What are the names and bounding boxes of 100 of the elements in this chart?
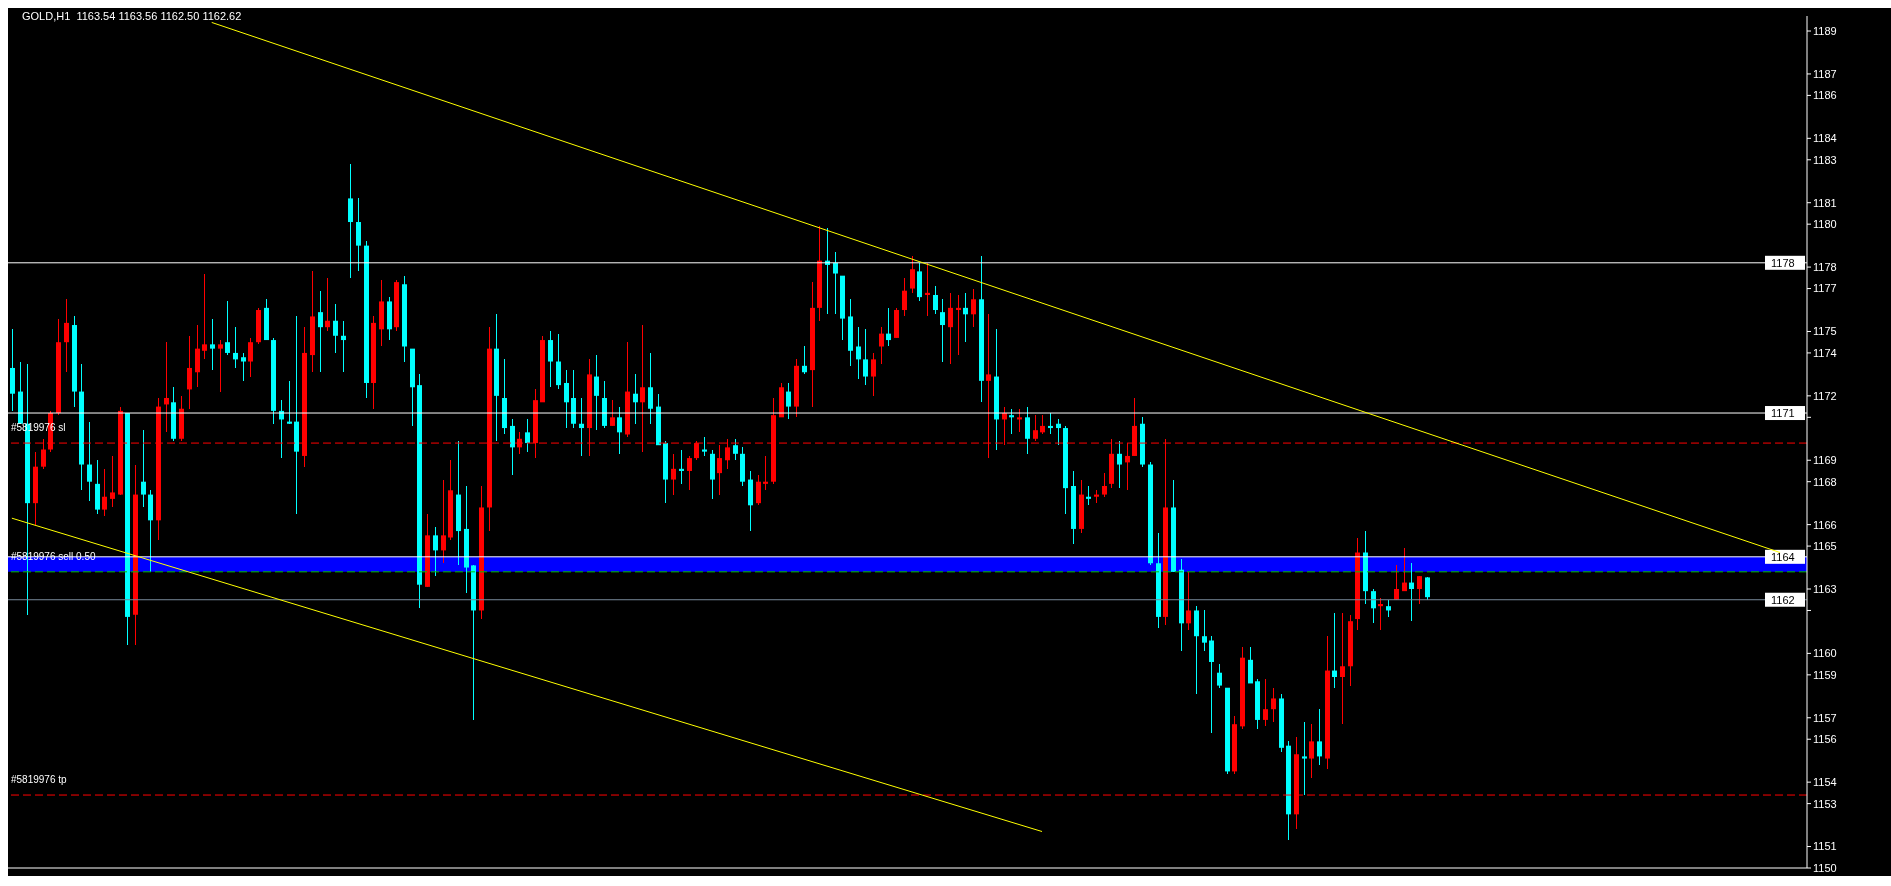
- candlestick: [579, 397, 584, 457]
- candlestick: [141, 429, 146, 509]
- y-tick-label: 1157: [1813, 711, 1837, 724]
- candlestick: [1009, 408, 1014, 436]
- candlestick: [1378, 596, 1383, 631]
- y-tick-label: 1153: [1813, 797, 1837, 810]
- y-tick-label: 1174: [1813, 346, 1837, 359]
- candlestick: [940, 298, 945, 363]
- candlestick: [1209, 635, 1214, 734]
- candlestick: [1409, 562, 1414, 622]
- candlestick: [433, 526, 438, 577]
- candlestick: [971, 287, 976, 328]
- candlestick: [1025, 405, 1030, 455]
- y-tick-label: 1186: [1813, 89, 1837, 102]
- candlestick: [886, 307, 891, 348]
- y-tick-label: 1184: [1813, 132, 1837, 145]
- candlestick: [594, 354, 599, 431]
- y-tick-label: 1178: [1813, 261, 1837, 273]
- candlestick: [1186, 571, 1191, 631]
- y-tick-label: 1165: [1813, 539, 1837, 552]
- y-tick-label: 1166: [1813, 518, 1837, 531]
- candlestick: [325, 277, 330, 333]
- y-tick-label: 1180: [1813, 218, 1837, 231]
- candlestick: [933, 285, 938, 316]
- candlestick: [948, 292, 953, 365]
- candlestick: [225, 300, 230, 356]
- candlestick: [956, 294, 961, 356]
- candlestick: [617, 405, 622, 455]
- candlestick: [687, 455, 692, 491]
- candlestick: [756, 474, 761, 507]
- candlestick: [218, 339, 223, 393]
- candlestick: [233, 326, 238, 369]
- candlestick: [510, 418, 515, 476]
- y-tick-label: 1169: [1813, 454, 1837, 467]
- candlestick: [441, 478, 446, 564]
- candlestick: [871, 352, 876, 397]
- candlestick: [64, 298, 69, 373]
- candlestick: [1394, 564, 1399, 601]
- y-tick-label: 1172: [1813, 389, 1837, 402]
- candlestick: [356, 197, 361, 273]
- candlestick: [1371, 588, 1376, 625]
- candlestick: [671, 453, 676, 496]
- candlestick: [802, 345, 807, 376]
- candlestick: [733, 438, 738, 461]
- candlestick: [1302, 721, 1307, 796]
- y-tick-label: 1187: [1813, 67, 1837, 80]
- candlestick: [925, 262, 930, 318]
- candlestick: [1040, 414, 1045, 436]
- candlestick: [1017, 408, 1022, 434]
- candlestick: [1402, 547, 1407, 592]
- candlestick: [786, 382, 791, 421]
- candlestick: [318, 290, 323, 373]
- y-tick-label: 1175: [1813, 325, 1837, 338]
- candlestick: [1056, 418, 1061, 446]
- candlestick: [1086, 485, 1091, 507]
- y-tick-label: 1177: [1813, 282, 1837, 295]
- candlestick: [1102, 472, 1107, 498]
- candlestick: [525, 418, 530, 453]
- ref-line-label: 1171: [1771, 407, 1795, 420]
- candlestick: [1263, 678, 1268, 728]
- ref-line-label: 1178: [1771, 256, 1795, 269]
- candlestick: [548, 330, 553, 388]
- candlestick: [1309, 723, 1314, 779]
- candlestick: [1332, 611, 1337, 689]
- candlestick: [287, 380, 292, 425]
- candlestick: [1248, 646, 1253, 685]
- candlestick: [1340, 611, 1345, 725]
- candlestick: [87, 420, 92, 502]
- ref-line-label: 1162: [1771, 593, 1795, 606]
- candlestick: [348, 163, 353, 279]
- candlestick: [110, 455, 115, 509]
- candlestick: [556, 332, 561, 391]
- candlestick: [763, 455, 768, 491]
- candlestick: [241, 352, 246, 382]
- y-tick-label: 1160: [1813, 647, 1837, 660]
- candlestick: [1271, 687, 1276, 723]
- candlestick: [1317, 708, 1322, 766]
- candlestick: [187, 335, 192, 410]
- y-tick-label: 1181: [1813, 196, 1837, 209]
- chart-title: GOLD,H1 1163.54 1163.56 1162.50 1162.62: [22, 10, 242, 22]
- y-tick-label: 1154: [1813, 776, 1837, 789]
- y-tick-label: 1159: [1813, 668, 1837, 681]
- candlestick: [333, 302, 338, 354]
- y-tick-label: 1150: [1813, 861, 1837, 874]
- candlestick: [648, 352, 653, 425]
- candlestick: [210, 317, 215, 371]
- y-tick-label: 1151: [1813, 840, 1837, 853]
- candlestick: [702, 435, 707, 457]
- ref-line-label: #5819976 tp: [11, 774, 68, 786]
- candlestick: [1117, 440, 1122, 489]
- y-tick-label: 1183: [1813, 153, 1837, 166]
- y-tick-label: 1168: [1813, 475, 1837, 488]
- y-tick-label: 1156: [1813, 733, 1837, 746]
- candlestick: [102, 468, 107, 517]
- candlestick: [341, 320, 346, 373]
- candlestick: [202, 272, 207, 361]
- candlestick: [1417, 575, 1422, 605]
- ref-line-label: #5819976 sell 0.50: [11, 550, 96, 562]
- candlestick: [610, 399, 615, 427]
- candlestick: [963, 292, 968, 343]
